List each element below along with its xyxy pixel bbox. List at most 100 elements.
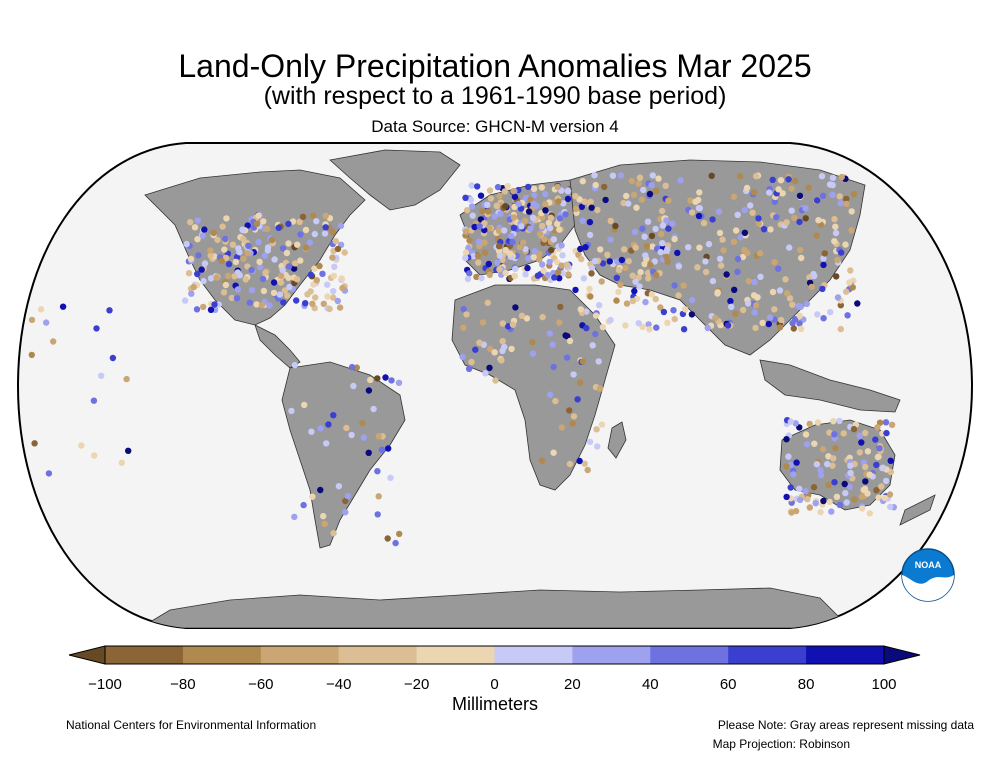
station-dot <box>302 226 310 234</box>
station-dot <box>313 277 320 284</box>
station-dot <box>284 292 291 299</box>
station-dot <box>663 253 670 260</box>
station-dot <box>185 270 193 277</box>
colorbar-tick-label: −20 <box>403 676 430 693</box>
station-dot <box>700 219 708 227</box>
station-dot <box>695 212 703 220</box>
station-dot <box>515 200 522 208</box>
station-dot <box>832 444 839 452</box>
station-dot <box>255 212 262 219</box>
station-dot <box>606 258 613 265</box>
data-source: Data Source: GHCN-M version 4 <box>371 117 619 136</box>
station-dot <box>311 265 318 272</box>
station-dot <box>607 217 614 225</box>
station-dot <box>466 237 473 244</box>
station-dot <box>330 288 337 295</box>
station-dot <box>484 299 491 306</box>
colorbar-segment <box>338 646 418 664</box>
station-dot <box>554 269 562 276</box>
station-dot <box>311 230 318 238</box>
colorbar-segment <box>260 646 340 664</box>
station-dot <box>557 303 564 311</box>
station-dot <box>881 494 888 501</box>
station-dot <box>741 206 748 214</box>
station-dot <box>570 371 577 378</box>
station-dot <box>560 200 567 207</box>
station-dot <box>826 429 833 436</box>
station-dot <box>811 272 818 280</box>
station-dot <box>465 365 473 372</box>
station-dot <box>844 312 851 319</box>
station-dot <box>370 405 377 413</box>
station-dot <box>767 226 774 233</box>
station-dot <box>536 230 544 238</box>
station-dot <box>805 184 812 191</box>
station-dot <box>288 407 295 415</box>
station-dot <box>547 391 554 398</box>
station-dot <box>201 226 208 233</box>
station-dot <box>497 210 504 217</box>
station-dot <box>307 288 314 295</box>
colorbar-tick-label: −100 <box>88 676 122 693</box>
station-dot <box>866 510 873 517</box>
station-dot <box>564 187 572 195</box>
station-dot <box>538 184 545 191</box>
station-dot <box>814 311 821 318</box>
station-dot <box>198 266 205 273</box>
station-dot <box>618 256 626 264</box>
station-dot <box>290 265 298 272</box>
station-dot <box>529 214 537 221</box>
station-dot <box>270 279 278 286</box>
station-dot <box>487 195 495 202</box>
station-dot <box>730 238 738 246</box>
colorbar-frame <box>104 645 885 665</box>
station-dot <box>833 493 841 500</box>
station-dot <box>494 183 502 191</box>
station-dot <box>682 306 689 313</box>
station-dot <box>207 252 214 259</box>
station-dot <box>838 173 845 181</box>
station-dot <box>236 272 243 279</box>
station-dot <box>689 296 696 304</box>
station-dot <box>297 231 304 238</box>
station-dot <box>744 249 751 257</box>
station-dot <box>688 209 696 216</box>
station-dot <box>813 232 820 239</box>
station-dot <box>825 481 832 489</box>
station-dot <box>771 259 778 266</box>
station-dot <box>577 306 584 313</box>
station-dot <box>813 461 821 468</box>
station-dot <box>475 238 483 245</box>
station-dot <box>37 306 45 313</box>
station-dot <box>331 263 338 270</box>
station-dot <box>319 270 326 277</box>
station-dot <box>837 325 844 333</box>
station-dot <box>671 282 678 289</box>
station-dot <box>788 185 795 192</box>
station-dot <box>481 239 488 246</box>
station-dot <box>843 195 850 203</box>
station-dot <box>607 316 614 324</box>
station-dot <box>556 226 563 233</box>
colorbar-tick-label: 0 <box>490 676 499 693</box>
station-dot <box>826 181 834 188</box>
station-dot <box>831 479 838 486</box>
station-dot <box>847 469 854 477</box>
station-dot <box>818 472 825 479</box>
station-dot <box>330 530 337 537</box>
station-dot <box>481 226 488 234</box>
station-dot <box>623 192 630 200</box>
station-dot <box>262 269 269 276</box>
station-dot <box>218 257 225 265</box>
station-dot <box>842 489 849 497</box>
station-dot <box>253 301 260 308</box>
station-dot <box>854 300 861 307</box>
station-dot <box>529 339 536 346</box>
colorbar <box>68 645 921 665</box>
station-dot <box>658 230 665 238</box>
station-dot <box>802 215 809 222</box>
station-dot <box>525 208 533 215</box>
station-dot <box>811 440 818 447</box>
station-dot <box>538 457 546 464</box>
station-dot <box>566 407 573 414</box>
